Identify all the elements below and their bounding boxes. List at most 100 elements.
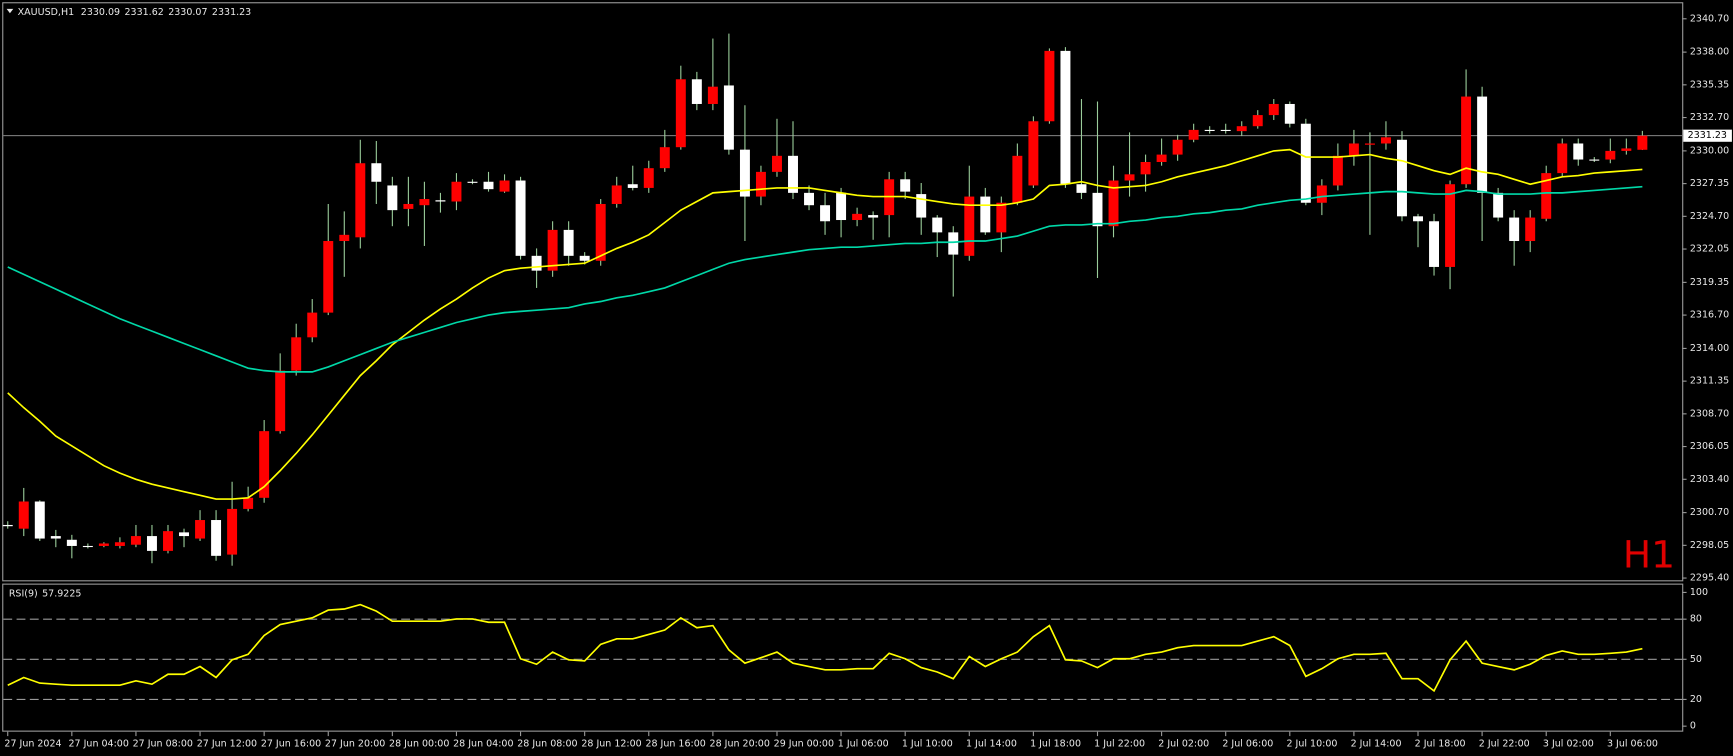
candle-body: [18, 501, 29, 529]
rsi-tick-label: 50: [1690, 654, 1702, 665]
x-tick-label: 2 Jul 22:00: [1479, 738, 1530, 749]
candle-body: [163, 531, 173, 551]
candle-body: [1493, 192, 1504, 218]
candle-body: [916, 194, 927, 218]
candle-body: [323, 241, 334, 313]
y-tick-label: 2308.70: [1690, 408, 1729, 419]
x-tick-label: 28 Jun 00:00: [389, 738, 449, 749]
candle-body: [1557, 143, 1568, 174]
rsi-header: RSI(9) 57.9225: [9, 588, 82, 599]
candle-body: [130, 536, 141, 545]
candle-body: [275, 370, 286, 432]
x-tick-label: 3 Jul 06:00: [1607, 738, 1658, 749]
candle-body: [483, 181, 494, 190]
header-low: 2330.07: [168, 7, 207, 18]
candle-body: [1429, 221, 1440, 267]
x-tick-label: 2 Jul 02:00: [1158, 738, 1209, 749]
candle-body: [1573, 143, 1584, 160]
candle-body: [1060, 50, 1071, 185]
y-tick-label: 2311.35: [1690, 376, 1729, 387]
candle-body: [146, 536, 157, 551]
candle-body: [627, 184, 638, 188]
y-tick-label: 2338.00: [1690, 47, 1729, 58]
candle-body: [195, 520, 206, 539]
candle-body: [1477, 96, 1488, 193]
y-tick-label: 2303.40: [1690, 474, 1729, 485]
x-tick-label: 28 Jun 04:00: [453, 738, 513, 749]
candle-body: [1316, 185, 1327, 203]
candle-body: [900, 179, 911, 192]
x-tick-label: 27 Jun 04:00: [69, 738, 129, 749]
x-tick-label: 2 Jul 18:00: [1415, 738, 1466, 749]
candle-body: [243, 497, 254, 509]
candle-body: [1172, 139, 1183, 155]
candle-body: [1028, 121, 1039, 186]
candle-body: [1541, 173, 1552, 219]
y-tick-label: 2314.00: [1690, 343, 1729, 354]
candle-body: [1108, 180, 1119, 227]
candle-body: [1124, 174, 1135, 181]
timeframe-watermark: H1: [1623, 533, 1675, 577]
candle-body: [1637, 135, 1648, 150]
candle-body: [1445, 184, 1456, 267]
candle-body: [611, 185, 622, 204]
x-tick-label: 1 Jul 06:00: [838, 738, 889, 749]
moving-average: [7, 148, 1643, 500]
candle-body: [451, 181, 462, 202]
candle-body: [1300, 123, 1311, 203]
candle-body: [820, 205, 831, 222]
candle-body: [788, 155, 798, 193]
candle-body: [227, 508, 238, 555]
candle-body: [2, 524, 13, 527]
candle-body: [1012, 155, 1023, 203]
x-tick-label: 1 Jul 22:00: [1094, 738, 1145, 749]
candle-body: [1044, 50, 1055, 122]
rsi-tick-label: 100: [1690, 587, 1708, 598]
candle-body: [1156, 154, 1167, 163]
x-tick-label: 27 Jun 20:00: [325, 738, 385, 749]
header-high: 2331.62: [125, 7, 164, 18]
candle-body: [1605, 150, 1616, 160]
candle-body: [1380, 137, 1391, 144]
y-tick-label: 2322.05: [1690, 244, 1729, 255]
header-open: 2330.09: [81, 7, 120, 18]
y-tick-label: 2319.35: [1690, 277, 1729, 288]
candle-body: [98, 543, 109, 546]
candle-body: [291, 337, 302, 371]
candle-body: [355, 163, 366, 238]
candle-body: [836, 192, 847, 221]
candle-body: [659, 147, 670, 169]
candle-body: [259, 431, 270, 498]
rsi-title: RSI(9): [9, 588, 38, 599]
y-tick-label: 2306.05: [1690, 441, 1729, 452]
candle-body: [691, 79, 702, 104]
candle-body: [211, 520, 222, 556]
y-tick-label: 2332.70: [1690, 112, 1729, 123]
candle-body: [403, 203, 414, 209]
candle-body: [1268, 103, 1279, 116]
candle-body: [1525, 217, 1536, 242]
candle-body: [868, 215, 879, 218]
x-tick-label: 27 Jun 2024: [4, 738, 61, 749]
candle-body: [1589, 159, 1600, 161]
candle-body: [1140, 162, 1151, 175]
x-tick-label: 3 Jul 02:00: [1543, 738, 1594, 749]
header-close: 2331.23: [212, 7, 251, 18]
candle-body: [563, 229, 574, 256]
y-tick-label: 2330.00: [1690, 145, 1729, 156]
candle-body: [1220, 129, 1231, 132]
candle-body: [371, 163, 382, 182]
candle-body: [595, 203, 606, 261]
candle-body: [852, 213, 863, 221]
y-tick-label: 2295.40: [1690, 573, 1729, 584]
rsi-last-value: 57.9225: [42, 588, 81, 599]
x-tick-label: 28 Jun 08:00: [517, 738, 577, 749]
x-tick-label: 27 Jun 08:00: [133, 738, 193, 749]
candle-body: [515, 180, 526, 256]
candle-body: [964, 196, 975, 256]
candle-body: [1252, 115, 1263, 127]
x-tick-label: 27 Jun 12:00: [197, 738, 257, 749]
menu-triangle[interactable]: [6, 8, 14, 14]
